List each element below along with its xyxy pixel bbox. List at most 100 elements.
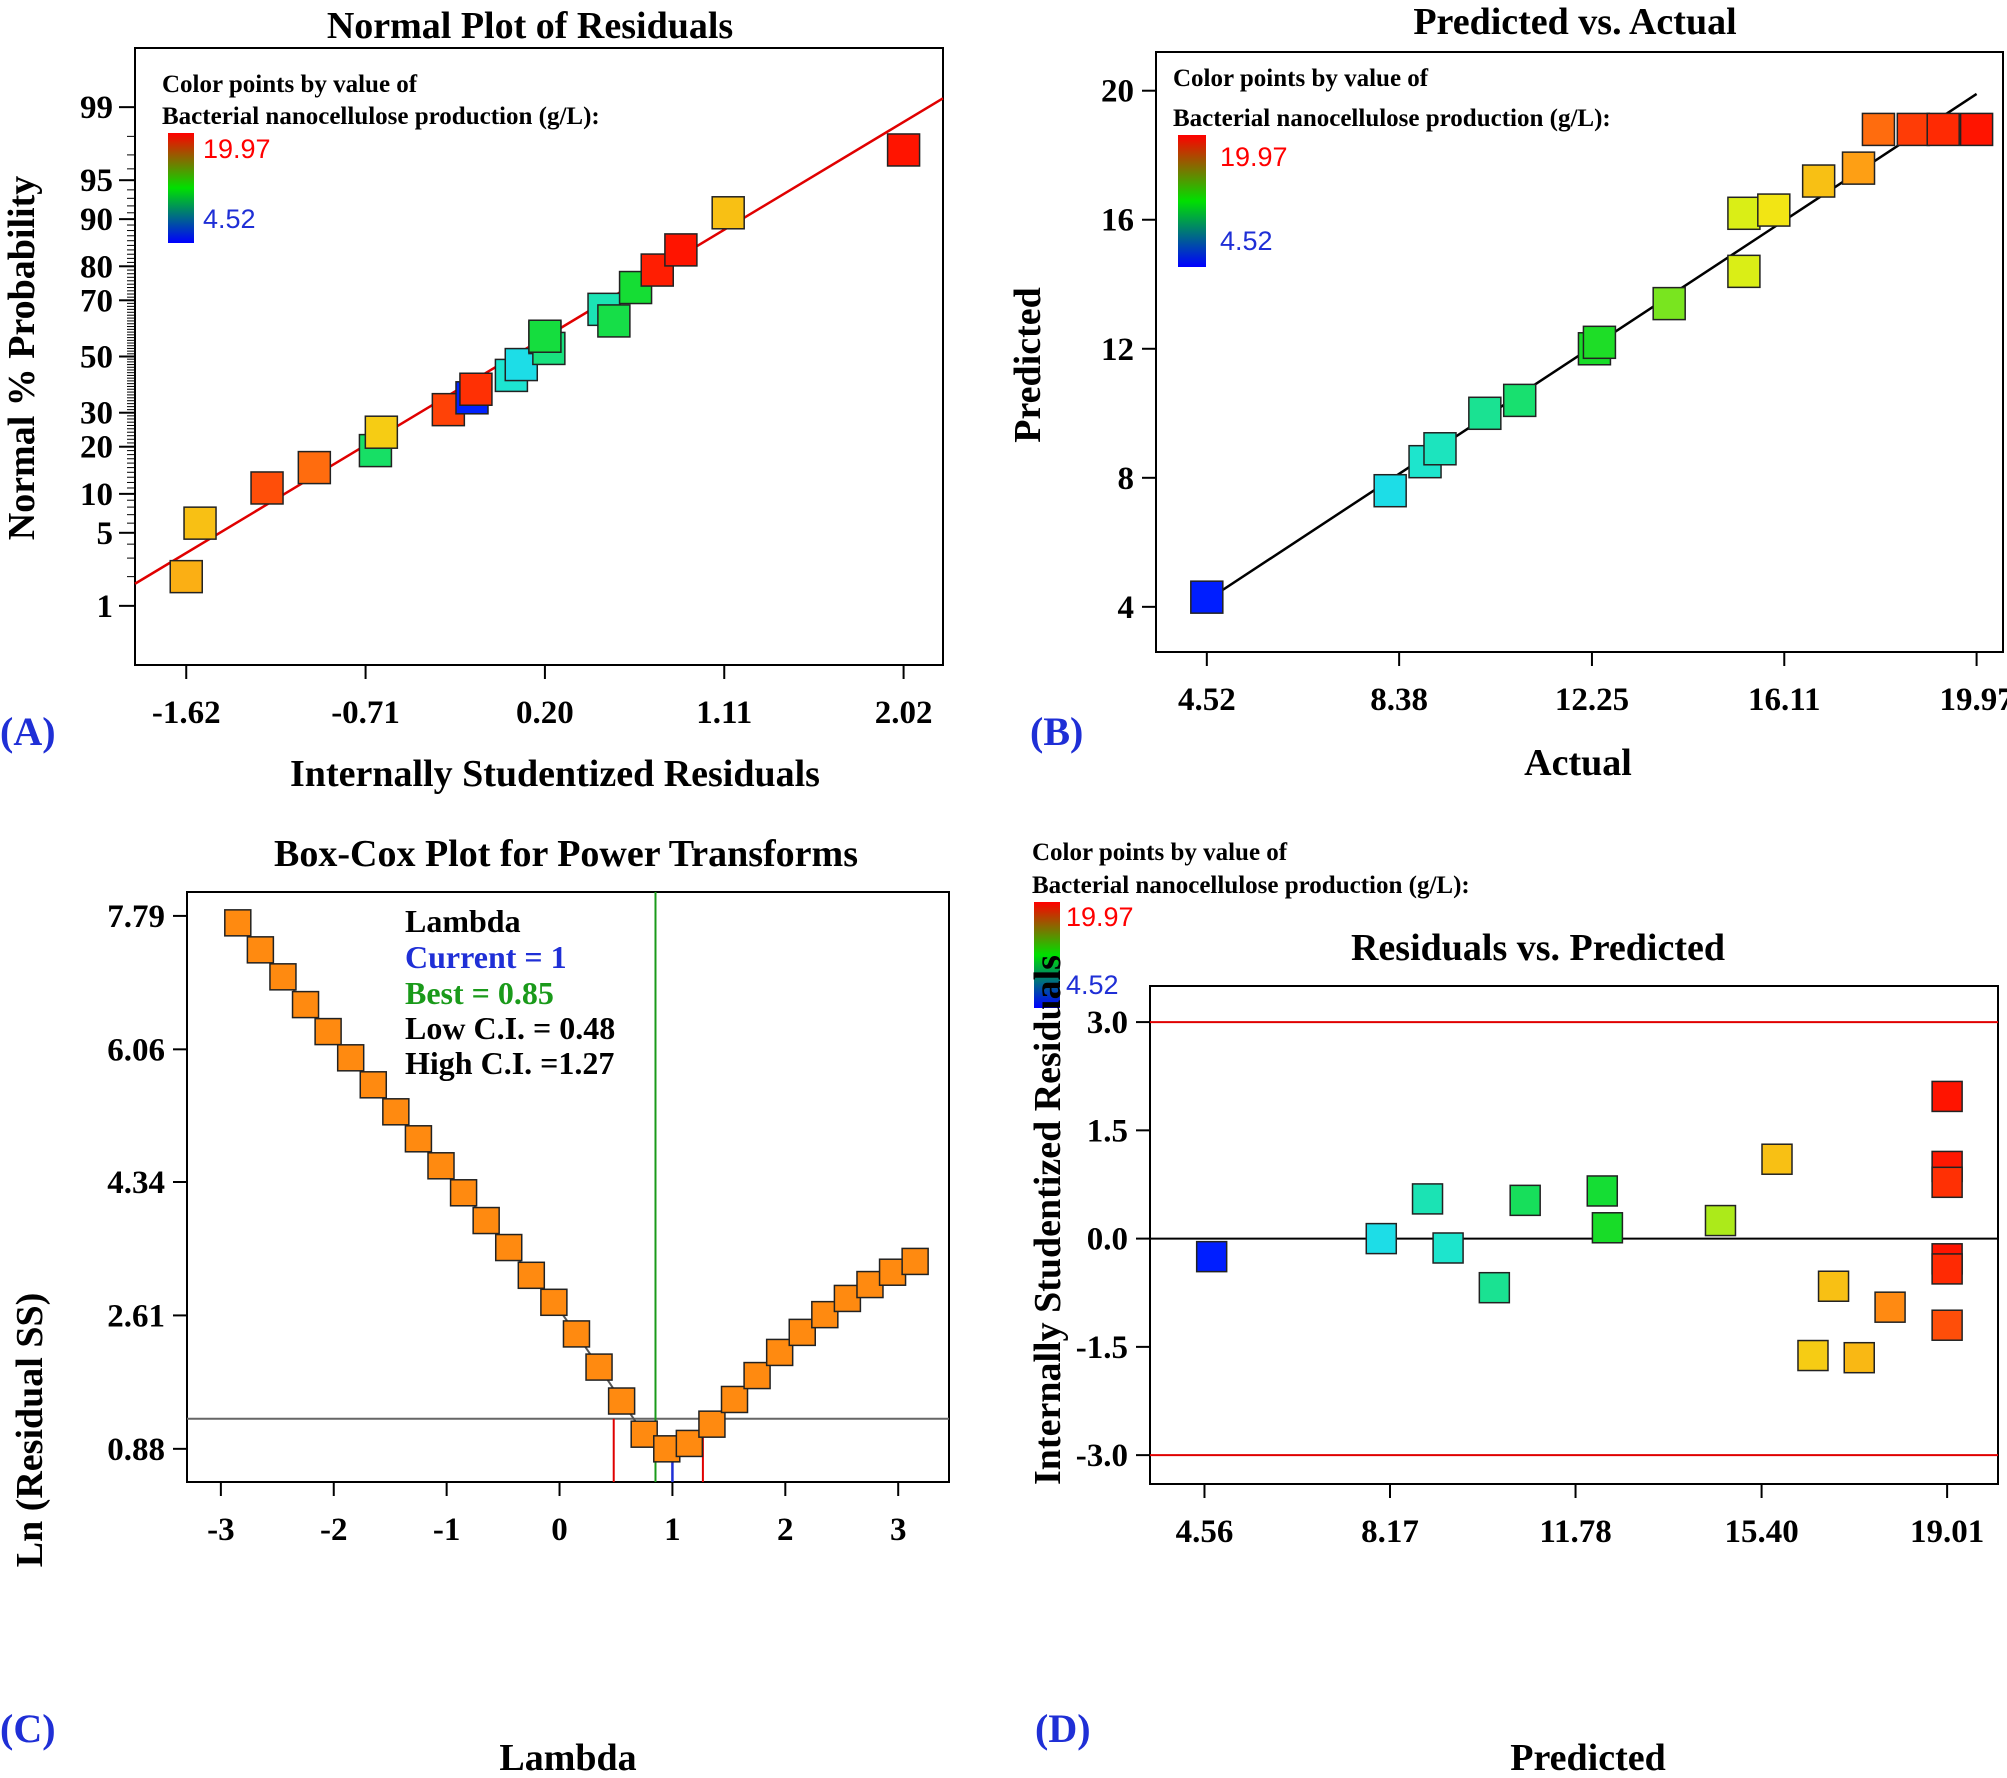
panel-b-point xyxy=(1652,286,1686,321)
panel-c-point xyxy=(494,1233,523,1262)
panel-c-letter: (C) xyxy=(0,1706,56,1751)
panel-c-point xyxy=(630,1420,658,1448)
panel-a-y-tick-label: 20 xyxy=(80,430,113,466)
panel-c-point xyxy=(698,1410,726,1438)
panel-c-point xyxy=(472,1206,500,1235)
panel-b-point xyxy=(1502,383,1537,418)
panel-c-reference-lines xyxy=(187,892,949,1482)
panel-c-point xyxy=(675,1429,704,1458)
panel-b-y-label: Predicted xyxy=(1007,287,1049,442)
panel-b-legend-max: 19.97 xyxy=(1220,142,1288,172)
panel-c-point xyxy=(427,1152,455,1180)
panel-d-title: Residuals vs. Predicted xyxy=(1351,927,1725,969)
panel-d-legend-title-line1: Color points by value of xyxy=(1032,839,1288,866)
panel-a-y-tick-label: 90 xyxy=(80,202,113,238)
panel-a-y-tick-label: 50 xyxy=(80,340,113,376)
panel-c-curve xyxy=(237,922,916,1450)
panel-b-point xyxy=(1801,164,1836,198)
panel-a-x-axis: -1.62 -0.71 0.20 1.11 2.02 xyxy=(152,665,933,731)
panel-d-point xyxy=(1761,1143,1793,1175)
panel-b-legend-colorbar xyxy=(1178,135,1206,267)
panel-a-y-tick-label: 99 xyxy=(80,90,113,126)
panel-b-y-tick-label: 16 xyxy=(1101,203,1134,239)
panel-a-points xyxy=(169,133,921,594)
panel-d-plot-frame xyxy=(1149,985,1999,1485)
panel-b-legend-title-line1: Color points by value of xyxy=(1173,65,1429,92)
panel-c-info-low-ci: Low C.I. = 0.48 xyxy=(405,1010,615,1046)
panel-d-x-tick-label: 4.56 xyxy=(1176,1514,1234,1550)
panel-d-point xyxy=(1931,1080,1963,1113)
panel-d-legend: Color points by value of Bacterial nanoc… xyxy=(1032,839,1470,1008)
panel-a-point xyxy=(711,196,745,230)
panel-c-x-tick-label: -3 xyxy=(207,1512,235,1548)
panel-c-points xyxy=(224,909,929,1463)
panel-d-point xyxy=(1195,1240,1228,1273)
panel-d-x-label: Predicted xyxy=(1510,1737,1665,1778)
panel-b-plot-frame xyxy=(1155,51,2004,653)
panel-c-x-axis: -3 -2 -1 0 1 2 3 xyxy=(207,1482,906,1548)
panel-d-point xyxy=(1874,1291,1906,1323)
panel-a-y-tick-label: 80 xyxy=(80,249,113,285)
panel-a-point xyxy=(528,319,562,353)
panel-a-legend-title-line1: Color points by value of xyxy=(162,71,418,98)
panel-c-point xyxy=(224,909,252,937)
panel-b-letter: (B) xyxy=(1030,709,1083,754)
panel-b-predicted-vs-actual: Predicted vs. Actual 4 8 12 16 20 4.52 8.38 12… xyxy=(1007,1,2007,784)
panel-a-x-tick-label: 0.20 xyxy=(516,695,574,731)
panel-d-x-tick-label: 15.40 xyxy=(1724,1514,1798,1550)
panel-b-x-tick-label: 19.97 xyxy=(1939,682,2007,718)
panel-b-title: Predicted vs. Actual xyxy=(1413,1,1736,43)
panel-b-point xyxy=(1582,325,1617,360)
panel-c-point xyxy=(246,936,275,964)
panel-d-point xyxy=(1931,1166,1963,1199)
panel-d-point xyxy=(1591,1212,1624,1244)
panel-b-y-tick-label: 20 xyxy=(1101,74,1134,110)
panel-a-y-label: Normal % Probability xyxy=(1,176,43,541)
panel-c-point xyxy=(765,1338,794,1367)
panel-b-point xyxy=(1373,473,1407,508)
panel-d-point xyxy=(1586,1175,1619,1207)
panel-b-x-tick-label: 4.52 xyxy=(1178,682,1236,718)
panel-c-y-tick-label: 0.88 xyxy=(107,1432,165,1468)
panel-c-x-tick-label: 0 xyxy=(551,1512,568,1548)
panel-d-legend-colorbar xyxy=(1034,902,1060,1008)
panel-c-point xyxy=(449,1179,478,1207)
panel-a-point xyxy=(183,506,217,540)
panel-d-legend-title-line2: Bacterial nanocellulose production (g/L)… xyxy=(1032,872,1470,899)
panel-c-point xyxy=(359,1071,388,1099)
panel-c-info-high-ci: High C.I. =1.27 xyxy=(405,1045,614,1081)
panel-c-point xyxy=(743,1361,771,1390)
panel-d-y-label: Internally Studentized Residuals xyxy=(1027,955,1069,1485)
panel-a-y-tick-label: 95 xyxy=(80,163,113,199)
panel-c-point xyxy=(788,1318,816,1347)
panel-d-legend-max: 19.97 xyxy=(1066,902,1134,932)
panel-c-info-best: Best = 0.85 xyxy=(405,975,554,1011)
panel-a-x-tick-label: 2.02 xyxy=(875,695,933,731)
panel-b-point xyxy=(1926,112,1960,147)
panel-d-x-axis: 4.56 8.17 11.78 15.40 19.01 xyxy=(1176,1484,1984,1550)
panel-d-reference-lines xyxy=(1150,1021,1998,1457)
panel-b-legend-title-line2: Bacterial nanocellulose production (g/L)… xyxy=(1173,105,1611,132)
panel-b-y-tick-label: 4 xyxy=(1118,590,1135,626)
panel-c-info-heading: Lambda xyxy=(405,903,521,939)
panel-d-point xyxy=(1704,1204,1737,1237)
panel-d-point xyxy=(1411,1183,1444,1215)
panel-c-point xyxy=(901,1247,929,1276)
panel-c-point xyxy=(811,1300,839,1329)
panel-a-y-tick-label: 1 xyxy=(97,589,114,625)
panel-a-point xyxy=(459,372,493,406)
panel-c-point xyxy=(878,1258,907,1286)
panel-b-point xyxy=(1190,580,1224,614)
panel-b-point xyxy=(1423,432,1457,466)
panel-d-points xyxy=(1195,1080,1963,1374)
panel-c-title: Box-Cox Plot for Power Transforms xyxy=(274,833,858,875)
panel-a-point xyxy=(886,133,921,167)
panel-a-legend: Color points by value of Bacterial nanoc… xyxy=(162,71,600,243)
panel-a-x-label: Internally Studentized Residuals xyxy=(290,753,820,795)
panel-d-x-tick-label: 8.17 xyxy=(1361,1514,1419,1550)
panel-a-point xyxy=(597,304,631,338)
panel-d-y-axis: 3.0 1.5 0.0 -1.5 -3.0 xyxy=(1076,1005,1150,1474)
panel-a-y-tick-label: 70 xyxy=(80,283,113,319)
